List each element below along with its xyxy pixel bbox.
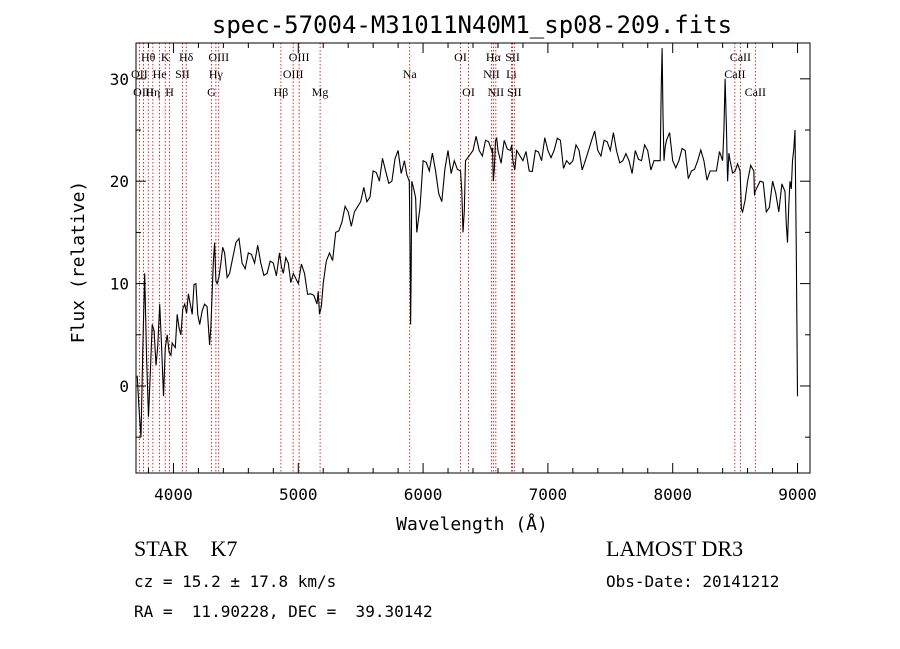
y-tick-label: 0 (119, 377, 129, 396)
y-axis-label: Flux (relative) (68, 181, 89, 344)
x-tick-label: 5000 (279, 485, 318, 504)
line-label: G (207, 85, 216, 99)
x-tick-label: 8000 (653, 485, 692, 504)
y-tick-label: 20 (110, 172, 129, 191)
line-label: SII (507, 85, 522, 99)
line-label: OII (131, 67, 148, 81)
line-label: Li (506, 67, 517, 81)
spectrum-line (136, 48, 799, 438)
line-label: Na (403, 67, 418, 81)
line-label: Hα (486, 50, 502, 64)
survey-name: LAMOST DR3 (606, 536, 744, 561)
x-axis-label: Wavelength (Å) (396, 513, 548, 535)
spectrum-trace (136, 48, 799, 438)
line-label: Mg (312, 85, 329, 99)
line-label: NII (483, 67, 500, 81)
line-label: OIII (289, 50, 310, 64)
line-label: CaII (724, 67, 745, 81)
spectral-line-markers (138, 43, 756, 473)
x-tick-label: 9000 (778, 485, 817, 504)
line-label: OIII (208, 50, 229, 64)
line-label: OI (454, 50, 467, 64)
line-label: K (161, 50, 170, 64)
line-label: NII (488, 85, 505, 99)
y-axis-ticks: 0 10 20 30 (110, 70, 810, 438)
line-label: OIII (283, 67, 304, 81)
line-label: H (165, 85, 174, 99)
object-classification: STAR K7 (134, 536, 238, 561)
redshift-velocity: cz = 15.2 ± 17.8 km/s (134, 572, 337, 591)
line-label: Hβ (274, 85, 289, 99)
line-label: He (153, 67, 167, 81)
line-label: SII (505, 50, 520, 64)
y-tick-label: 30 (110, 70, 129, 89)
x-axis-ticks: 4000 5000 6000 7000 8000 9000 (147, 43, 817, 504)
x-tick-label: 4000 (154, 485, 193, 504)
line-label: Hη (145, 85, 160, 99)
line-label: CaII (745, 85, 766, 99)
line-label: SII (175, 67, 190, 81)
observation-date: Obs-Date: 20141212 (606, 572, 780, 591)
line-label: Hθ (141, 50, 156, 64)
line-label: OIII (133, 85, 154, 99)
line-label: CaII (730, 50, 751, 64)
line-label: Hδ (179, 50, 194, 64)
chart-title: spec-57004-M31011N40M1_sp08-209.fits (212, 11, 732, 39)
y-tick-label: 10 (110, 275, 129, 294)
x-tick-label: 7000 (529, 485, 568, 504)
plot-frame (135, 42, 811, 474)
line-label: OI (462, 85, 475, 99)
ra-dec-coordinates: RA = 11.90228, DEC = 39.30142 (134, 602, 433, 621)
x-tick-label: 6000 (404, 485, 443, 504)
line-label: Hγ (209, 67, 224, 81)
